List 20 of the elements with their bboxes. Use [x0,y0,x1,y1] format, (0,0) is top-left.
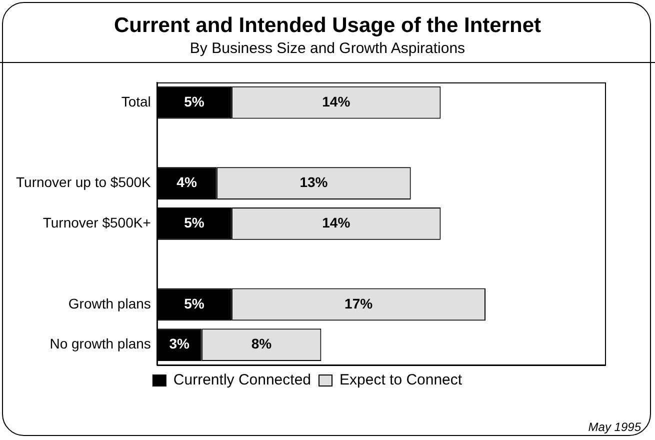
data-label: 14% [322,93,351,110]
data-label: 3% [169,336,190,352]
chart-subtitle: By Business Size and Growth Aspirations [188,40,466,57]
data-label: 14% [322,214,351,231]
data-label: 5% [184,214,205,231]
data-label: 17% [344,295,374,312]
y-tick-label: Turnover up to $500K [16,174,152,190]
data-label: 13% [300,174,328,190]
y-tick-label: Total [121,93,151,110]
chart-title: Current and Intended Usage of the Internet [112,14,542,38]
y-tick-label: No growth plans [50,336,151,352]
data-label: 8% [251,336,272,352]
legend-label: Currently Connected [173,372,312,389]
y-tick-label: Growth plans [68,295,151,312]
data-label: 4% [176,174,198,190]
data-label: 5% [184,93,205,110]
data-label: 5% [184,295,205,312]
y-tick-label: Turnover $500K+ [42,214,151,231]
legend-label: Expect to Connect [340,372,463,389]
text: May 1995 [588,420,641,434]
